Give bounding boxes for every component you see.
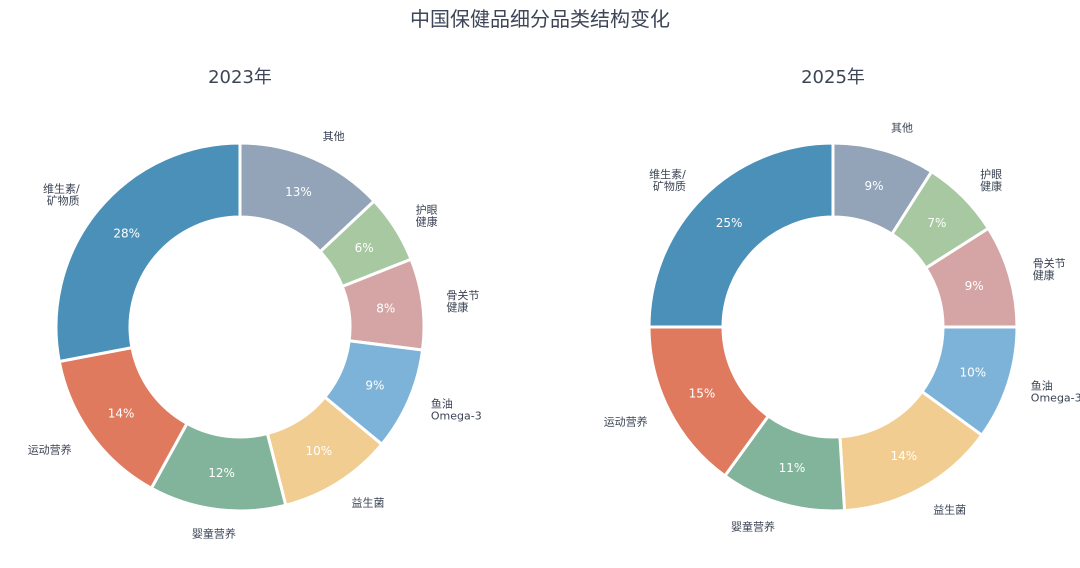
slice-percent-label: 9% <box>965 279 984 293</box>
category-label-sports-nutrition: 运动营养 <box>28 442 72 456</box>
category-label-eye-health: 护眼健康 <box>980 167 1002 193</box>
category-label-joint-health: 骨关节健康 <box>446 288 479 314</box>
category-label-fish-oil: 鱼油 Omega-3 <box>1031 378 1080 404</box>
main-title: 中国保健品细分品类结构变化 <box>410 7 670 31</box>
category-label-fish-oil: 鱼油 Omega-3 <box>431 397 482 423</box>
slice-percent-label: 12% <box>208 466 235 480</box>
category-label-vitamins-minerals: 维生素/矿物质 <box>43 181 80 207</box>
slice-percent-label: 15% <box>689 387 716 401</box>
donut-chart-2025: 9% 其他 7% 护眼健康 9% 骨关节健康 10% 鱼油 Omega-3 14% 益生菌 11% 婴童… <box>604 121 1080 533</box>
category-label-infant-nutrition: 婴童营养 <box>731 520 775 534</box>
category-label-probiotics: 益生菌 <box>352 496 385 510</box>
slice-vitamins-minerals <box>54 141 242 364</box>
slice-percent-label: 8% <box>376 302 395 316</box>
category-label-other: 其他 <box>891 121 913 134</box>
category-label-sports-nutrition: 运动营养 <box>604 414 648 428</box>
slice-percent-label: 10% <box>305 444 332 458</box>
donut-chart-2023: 13% 其他 6% 护眼健康 8% 骨关节健康 9% 鱼油 Omega-3 10% 益生菌 12% 婴童… <box>28 130 482 540</box>
chart-title-left: 2023年 <box>208 67 272 88</box>
slice-percent-label: 7% <box>927 216 946 230</box>
chart-title-right: 2025年 <box>801 67 865 88</box>
slice-percent-label: 11% <box>779 461 806 475</box>
slice-percent-label: 10% <box>959 365 986 379</box>
slice-percent-label: 14% <box>890 449 917 463</box>
category-label-infant-nutrition: 婴童营养 <box>192 526 236 540</box>
slice-percent-label: 9% <box>864 179 883 193</box>
slice-percent-label: 25% <box>716 216 743 230</box>
slice-percent-label: 6% <box>355 241 374 255</box>
slice-percent-label: 28% <box>113 226 140 240</box>
category-label-vitamins-minerals: 维生素/矿物质 <box>649 167 686 193</box>
category-label-joint-health: 骨关节健康 <box>1033 256 1066 282</box>
slice-vitamins-minerals <box>647 141 835 329</box>
slice-percent-label: 14% <box>108 406 135 420</box>
category-label-eye-health: 护眼健康 <box>416 203 438 229</box>
category-label-probiotics: 益生菌 <box>933 502 966 516</box>
slice-percent-label: 9% <box>365 378 384 392</box>
category-label-other: 其他 <box>323 130 345 143</box>
slice-percent-label: 13% <box>285 185 312 199</box>
